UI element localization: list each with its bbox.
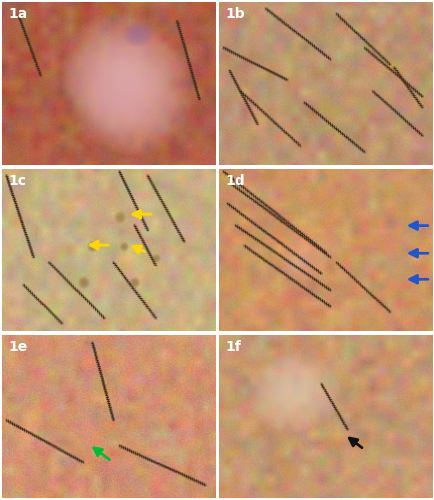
Text: 1b: 1b	[225, 7, 245, 21]
Text: 1c: 1c	[8, 174, 26, 188]
Text: 1f: 1f	[225, 340, 241, 354]
Text: 1e: 1e	[8, 340, 27, 354]
Text: 1a: 1a	[8, 7, 27, 21]
Text: 1d: 1d	[225, 174, 245, 188]
